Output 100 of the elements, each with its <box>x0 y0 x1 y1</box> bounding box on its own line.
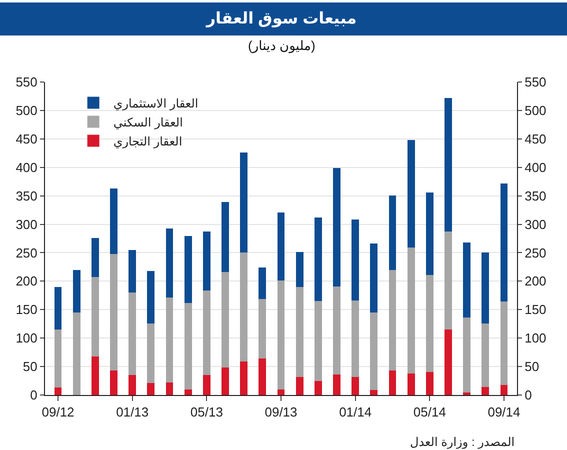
chart-subtitle: (مليون دينار) <box>248 38 316 54</box>
bar <box>110 254 118 371</box>
y2-tick-label: 0 <box>524 388 532 403</box>
bar <box>482 323 490 388</box>
bar <box>91 277 99 356</box>
bar <box>388 370 396 395</box>
legend-label: العقار الاستثماري <box>113 96 198 110</box>
bar <box>91 356 99 395</box>
bar <box>258 298 266 359</box>
bar <box>370 312 378 390</box>
bar <box>296 286 304 377</box>
bar <box>463 318 471 393</box>
bar <box>110 188 118 254</box>
bar <box>482 387 490 395</box>
bar <box>91 238 99 278</box>
y2-tick-label: 350 <box>524 188 546 204</box>
bar <box>314 301 322 381</box>
bar <box>72 270 80 312</box>
bar <box>202 375 210 395</box>
bar <box>277 212 285 281</box>
bar <box>444 98 452 232</box>
bar <box>147 383 155 395</box>
y-tick-label: 250 <box>16 245 38 260</box>
y-tick-label: 450 <box>16 131 38 146</box>
bar <box>240 252 248 362</box>
bar <box>388 195 396 270</box>
y2-tick-label: 400 <box>524 160 546 175</box>
bar <box>314 217 322 302</box>
chart-title: مبيعات سوق العقار <box>205 10 357 28</box>
bar <box>147 270 155 324</box>
y2-tick-label: 150 <box>524 302 546 318</box>
bar <box>184 389 192 395</box>
y2-tick-label: 300 <box>524 216 546 232</box>
bar <box>388 270 396 371</box>
bar <box>500 384 508 395</box>
bar <box>407 140 415 248</box>
bar <box>444 330 452 395</box>
y-tick-label: 550 <box>16 74 38 90</box>
bar <box>277 389 285 395</box>
y-tick-label: 350 <box>16 188 38 204</box>
bar <box>202 290 210 376</box>
x-tick-label: 01/14 <box>339 404 372 420</box>
y2-tick-label: 500 <box>524 103 546 118</box>
bar <box>444 232 452 330</box>
bar <box>240 361 248 395</box>
bar <box>166 382 174 395</box>
x-tick-label: 01/13 <box>116 404 149 420</box>
bar <box>352 376 360 395</box>
bar <box>500 302 508 385</box>
bar <box>222 368 229 395</box>
bar <box>222 202 229 272</box>
y-tick-label: 300 <box>16 216 38 232</box>
x-tick-label: 09/13 <box>264 404 298 420</box>
legend-label: العقار التجاري <box>113 134 182 148</box>
text: المصدر : وزارة العدل <box>410 435 515 449</box>
y2-tick-label: 250 <box>524 245 546 260</box>
y-tick-label: 100 <box>16 330 38 346</box>
bar <box>407 248 415 374</box>
bar <box>426 274 434 372</box>
bar <box>147 323 155 384</box>
bar <box>277 280 285 390</box>
bar <box>370 390 378 395</box>
y2-tick-label: 550 <box>524 74 546 90</box>
y2-tick-label: 50 <box>524 359 540 374</box>
bar <box>54 286 62 330</box>
bar <box>352 220 360 301</box>
bar <box>314 380 322 395</box>
bar <box>258 268 266 299</box>
bar <box>426 192 434 275</box>
legend-label: العقار السكني <box>113 115 183 130</box>
x-tick-label: 05/13 <box>190 404 223 420</box>
bar <box>333 286 340 375</box>
bar <box>463 242 471 318</box>
bar <box>296 252 304 287</box>
y-tick-label: 500 <box>16 103 38 118</box>
x-tick-label: 09/12 <box>42 404 74 420</box>
y2-tick-label: 100 <box>524 330 546 346</box>
bar <box>426 372 434 395</box>
bar <box>222 272 229 368</box>
y2-tick-label: 200 <box>524 274 546 289</box>
bar <box>166 298 174 382</box>
x-tick-label: 09/14 <box>488 404 520 420</box>
bar <box>500 183 508 302</box>
bar <box>370 244 378 312</box>
bar <box>54 330 62 388</box>
bar <box>333 168 340 286</box>
bar <box>407 373 415 395</box>
y-tick-label: 150 <box>16 302 38 318</box>
bar <box>166 228 174 298</box>
bar <box>482 252 490 324</box>
bar <box>184 236 192 303</box>
y-tick-label: 50 <box>22 359 38 374</box>
bar <box>184 302 192 390</box>
y-tick-label: 200 <box>16 274 38 289</box>
y-tick-label: 0 <box>30 388 38 403</box>
bar <box>128 375 136 395</box>
bar <box>128 292 136 376</box>
bar <box>258 358 266 395</box>
y2-tick-label: 450 <box>524 131 546 146</box>
bar <box>54 388 62 395</box>
